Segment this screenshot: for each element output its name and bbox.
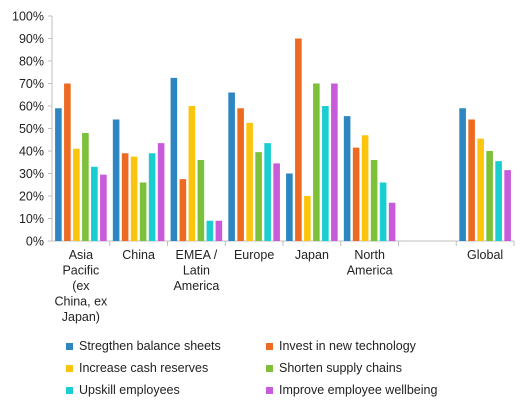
y-tick-label: 70% (19, 77, 44, 91)
x-tick-label: Japan (295, 248, 329, 262)
bar (188, 106, 196, 241)
y-tick-label: 10% (19, 212, 44, 226)
y-tick-label: 90% (19, 32, 44, 46)
bar (352, 147, 360, 242)
x-tick-label-line: China, ex (54, 295, 108, 309)
bar (73, 148, 80, 241)
bar (264, 143, 271, 242)
bar (206, 220, 214, 241)
x-tick-label-line: Asia (69, 248, 93, 262)
bar (55, 108, 62, 241)
bar (64, 83, 71, 241)
x-tick-label-line: Latin (183, 264, 210, 278)
bar (468, 119, 475, 241)
bar (121, 153, 129, 241)
bar (331, 83, 338, 241)
bar (379, 182, 387, 241)
x-tick-label-line: (ex (72, 279, 90, 293)
x-tick-label: China (122, 248, 155, 262)
bar (343, 116, 351, 241)
bar (361, 135, 369, 241)
x-tick-label: EMEA / Latin America (173, 248, 219, 293)
bar (370, 160, 378, 241)
y-tick-label: 100% (12, 10, 44, 24)
bar (197, 160, 205, 241)
x-tick-label-line: Global (467, 248, 503, 262)
bar (246, 122, 253, 242)
bar (304, 196, 311, 241)
bar (286, 173, 293, 241)
x-tick-label-line: Japan) (62, 310, 100, 324)
x-tick-label: North America (347, 248, 393, 278)
bar (504, 170, 511, 242)
x-tick-label-line: North (354, 248, 385, 262)
y-tick-label: 40% (19, 145, 44, 159)
bar (295, 38, 302, 241)
bar (91, 166, 98, 241)
x-tick-label: Europe (234, 248, 274, 262)
y-tick-label: 60% (19, 100, 44, 114)
bar (322, 106, 329, 241)
bar (148, 153, 156, 241)
bar (130, 156, 138, 242)
x-tick-label-line: Europe (234, 248, 274, 262)
x-tick-label-line: China (122, 248, 155, 262)
bar (477, 138, 484, 242)
x-tick-label-line: Japan (295, 248, 329, 262)
bar (273, 163, 280, 242)
bar (388, 202, 396, 241)
y-tick-label: 50% (19, 122, 44, 136)
bar (228, 92, 235, 241)
bar (139, 182, 147, 241)
bar (157, 143, 165, 242)
x-tick-label: Global (467, 248, 503, 262)
y-tick-label: 20% (19, 190, 44, 204)
x-tick-label-line: America (173, 279, 219, 293)
bar (100, 174, 107, 242)
x-tick-label: Asia Pacific (ex China, ex Japan) (54, 248, 108, 324)
bar (82, 133, 89, 241)
x-tick-label-line: Pacific (62, 264, 99, 278)
bar (179, 179, 187, 242)
y-tick-label: 80% (19, 55, 44, 69)
x-tick-label-line: America (347, 264, 393, 278)
bar (112, 119, 120, 241)
bar (486, 151, 493, 241)
bar (170, 77, 178, 242)
y-tick-label: 30% (19, 167, 44, 181)
bar (255, 152, 262, 242)
x-tick-label-line: EMEA / (176, 248, 218, 262)
bar (237, 108, 244, 241)
bar (313, 83, 320, 241)
y-tick-label: 0% (26, 235, 44, 249)
bar (215, 220, 223, 241)
bar (459, 108, 466, 241)
bar (495, 161, 502, 242)
